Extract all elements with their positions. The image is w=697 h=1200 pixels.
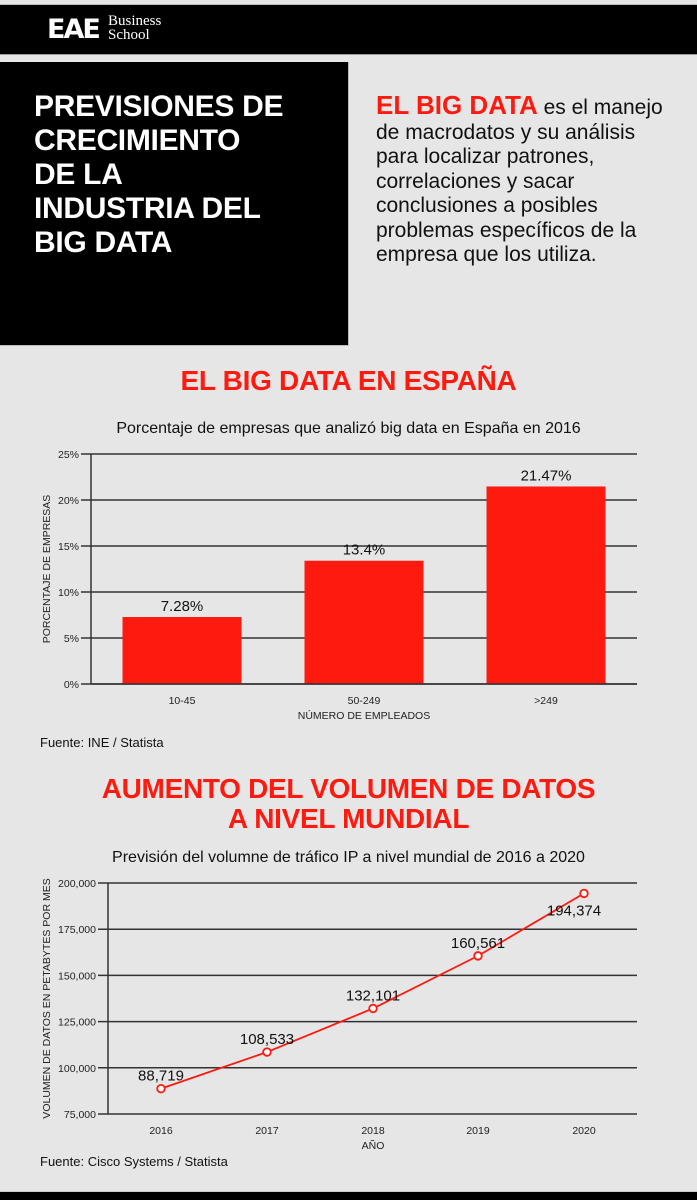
title-line: CRECIMIENTO [34,124,241,157]
x-tick-label: 10-45 [169,695,196,707]
y-axis-title: PORCENTAJE DE EMPRESAS [41,495,53,644]
line-chart-source: Fuente: Cisco Systems / Statista [40,1154,228,1169]
line-chart-title: Previsión del volumne de tráfico IP a ni… [112,849,585,866]
x-tick-label: 2018 [361,1125,385,1137]
y-tick-label: 100,000 [58,1063,96,1075]
title-line: INDUSTRIA DEL [34,192,261,225]
data-point-marker [368,1003,378,1014]
y-axis-title: VOLUMEN DE DATOS EN PETABYTES POR MES [41,878,53,1118]
bar-chart-title: Porcentaje de empresas que analizó big d… [116,420,581,437]
page-title: PREVISIONES DE CRECIMIENTO DE LA INDUSTR… [34,90,334,260]
bar-value-label: 7.28% [161,598,204,615]
section-title-spain: EL BIG DATA EN ESPAÑA [180,365,517,396]
point-value-label: 194,374 [547,902,601,919]
intro-highlight: EL BIG DATA [376,90,538,120]
hero-title-block: PREVISIONES DE CRECIMIENTO DE LA INDUSTR… [0,62,349,346]
section-title-line: A NIVEL MUNDIAL [227,803,470,834]
y-tick-label: 5% [64,633,79,645]
title-line: PREVISIONES DE [34,90,284,123]
bar [122,617,242,684]
point-value-label: 108,533 [240,1031,294,1048]
y-tick-label: 15% [58,541,79,553]
x-tick-label: 2016 [149,1125,173,1137]
y-tick-label: 200,000 [58,878,96,890]
data-point-marker [579,888,589,899]
point-value-label: 160,561 [451,935,505,952]
bar-chart-source: Fuente: INE / Statista [40,735,164,750]
bar-value-label: 21.47% [521,467,572,484]
data-point-marker [156,1083,166,1094]
section-title-world: AUMENTO DEL VOLUMEN DE DATOS A NIVEL MUN… [0,774,697,834]
x-tick-label: 2017 [255,1125,279,1137]
y-tick-label: 25% [58,449,79,461]
y-tick-label: 175,000 [58,924,96,936]
bar-value-label: 13.4% [343,542,386,559]
x-tick-label: 2019 [466,1125,490,1137]
x-tick-label: 50-249 [348,695,381,707]
logo-line1: Business [108,13,162,29]
intro-text: es el manejo de macrodatos y su análisis… [376,96,663,266]
logo-mark: EAE [47,14,101,45]
logo-line2: School [108,27,150,43]
y-tick-label: 20% [58,495,79,507]
data-line [160,892,585,1090]
y-tick-label: 75,000 [64,1109,96,1121]
point-value-label: 88,719 [138,1068,184,1085]
x-tick-label: >249 [534,695,558,707]
x-axis-title: NÚMERO DE EMPLEADOS [298,709,430,722]
y-tick-label: 0% [64,679,79,691]
x-axis-title: AÑO [362,1139,385,1152]
data-point-marker [473,951,483,961]
y-tick-label: 10% [58,587,79,599]
y-tick-label: 125,000 [58,1017,96,1029]
point-value-label: 132,101 [346,987,400,1004]
x-tick-label: 2020 [572,1125,596,1137]
y-tick-label: 150,000 [58,970,96,982]
section-title-line: AUMENTO DEL VOLUMEN DE DATOS [101,773,596,804]
bar [304,560,424,684]
logo-text: Business School [108,13,162,43]
intro-paragraph: EL BIG DATA es el manejo de macrodatos y… [376,90,676,268]
title-line: DE LA [34,158,123,191]
bar [486,486,606,684]
header-bar: EAE Business School [0,4,697,55]
title-line: BIG DATA [34,226,173,259]
data-point-marker [262,1047,272,1057]
footer-bar [0,1191,697,1200]
